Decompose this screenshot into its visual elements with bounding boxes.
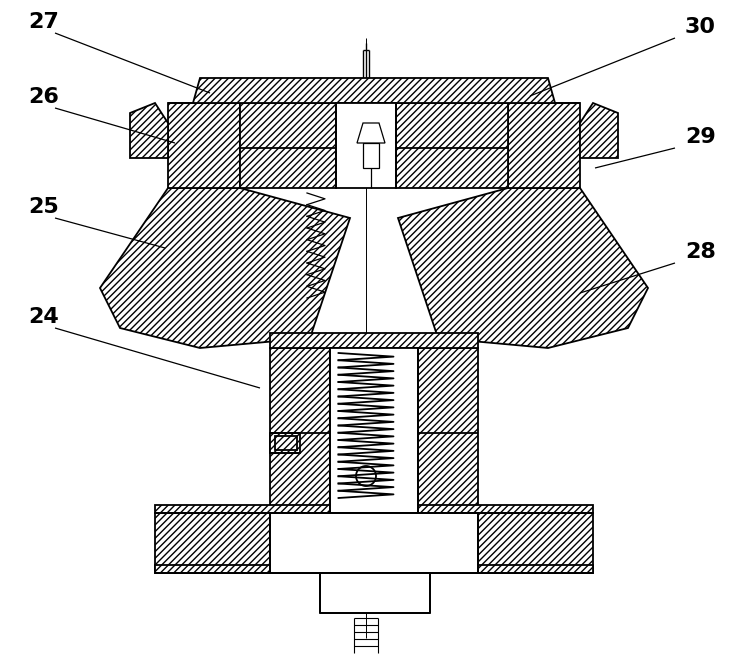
Text: 24: 24 (28, 307, 58, 327)
Bar (330, 348, 418, 513)
Polygon shape (155, 513, 270, 573)
Bar (275, 436, 297, 450)
Polygon shape (580, 103, 618, 158)
Polygon shape (357, 123, 385, 143)
Bar (155, 565, 593, 573)
Bar (363, 143, 379, 168)
Bar (155, 505, 593, 513)
Text: 30: 30 (685, 17, 716, 37)
Bar (320, 573, 430, 613)
Bar (240, 103, 336, 188)
Bar (508, 103, 580, 188)
Polygon shape (478, 513, 593, 573)
Bar (418, 348, 478, 513)
Bar (270, 433, 300, 453)
Bar (396, 103, 508, 188)
Polygon shape (100, 188, 350, 348)
Bar (270, 348, 330, 513)
Bar (270, 513, 478, 573)
Bar (336, 103, 396, 188)
Text: 29: 29 (685, 127, 716, 147)
Bar (168, 103, 240, 188)
Bar (270, 333, 478, 348)
Polygon shape (398, 188, 648, 348)
Text: 27: 27 (28, 12, 59, 32)
Text: 28: 28 (685, 242, 716, 262)
Text: 26: 26 (28, 87, 59, 107)
Text: 25: 25 (28, 197, 58, 217)
Polygon shape (130, 103, 168, 158)
Polygon shape (193, 78, 555, 103)
